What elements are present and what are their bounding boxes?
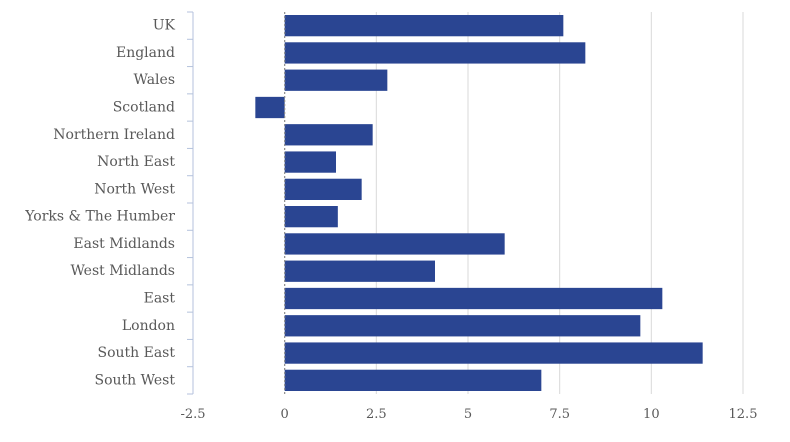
category-label-4: Northern Ireland [53,127,175,143]
category-label-12: South East [97,345,175,361]
bar-6 [284,178,362,200]
category-label-3: Scotland [113,100,175,116]
category-label-0: UK [153,18,176,34]
bar-0 [284,15,564,37]
x-tick-label-4: 7.5 [549,407,570,422]
bars [255,15,703,391]
bar-1 [284,42,586,64]
bar-5 [284,151,336,173]
x-tick-label-0: -2.5 [180,407,205,422]
category-label-9: West Midlands [70,263,175,279]
bar-10 [284,287,663,310]
category-label-10: East [144,291,176,307]
bar-7 [284,206,338,228]
bar-9 [284,260,435,282]
bar-13 [284,369,542,391]
bar-11 [284,315,641,337]
bar-12 [284,342,703,364]
category-label-8: East Midlands [73,236,175,252]
bar-2 [284,69,388,91]
category-label-6: North West [94,181,175,197]
x-tick-label-5: 10 [643,407,660,422]
x-tick-label-6: 12.5 [729,407,758,422]
category-labels: UK England Wales Scotland Northern Ireland No… [24,18,175,389]
x-tick-label-1: 0 [281,407,289,422]
x-tick-label-2: 2.5 [366,407,387,422]
bar-8 [284,233,505,255]
category-label-11: London [122,318,175,334]
bar-4 [284,124,373,146]
x-tick-label-3: 5 [464,407,472,422]
tick-labels: -2.5 0 2.5 5 7.5 10 12.5 [180,407,757,422]
category-axis [187,11,194,395]
category-label-2: Wales [134,72,175,88]
category-label-13: South West [95,372,176,388]
category-label-7: Yorks & The Humber [24,209,175,225]
bar-3 [255,96,285,119]
category-label-5: North East [97,154,175,170]
category-label-1: England [116,45,175,61]
gridlines [375,12,744,394]
